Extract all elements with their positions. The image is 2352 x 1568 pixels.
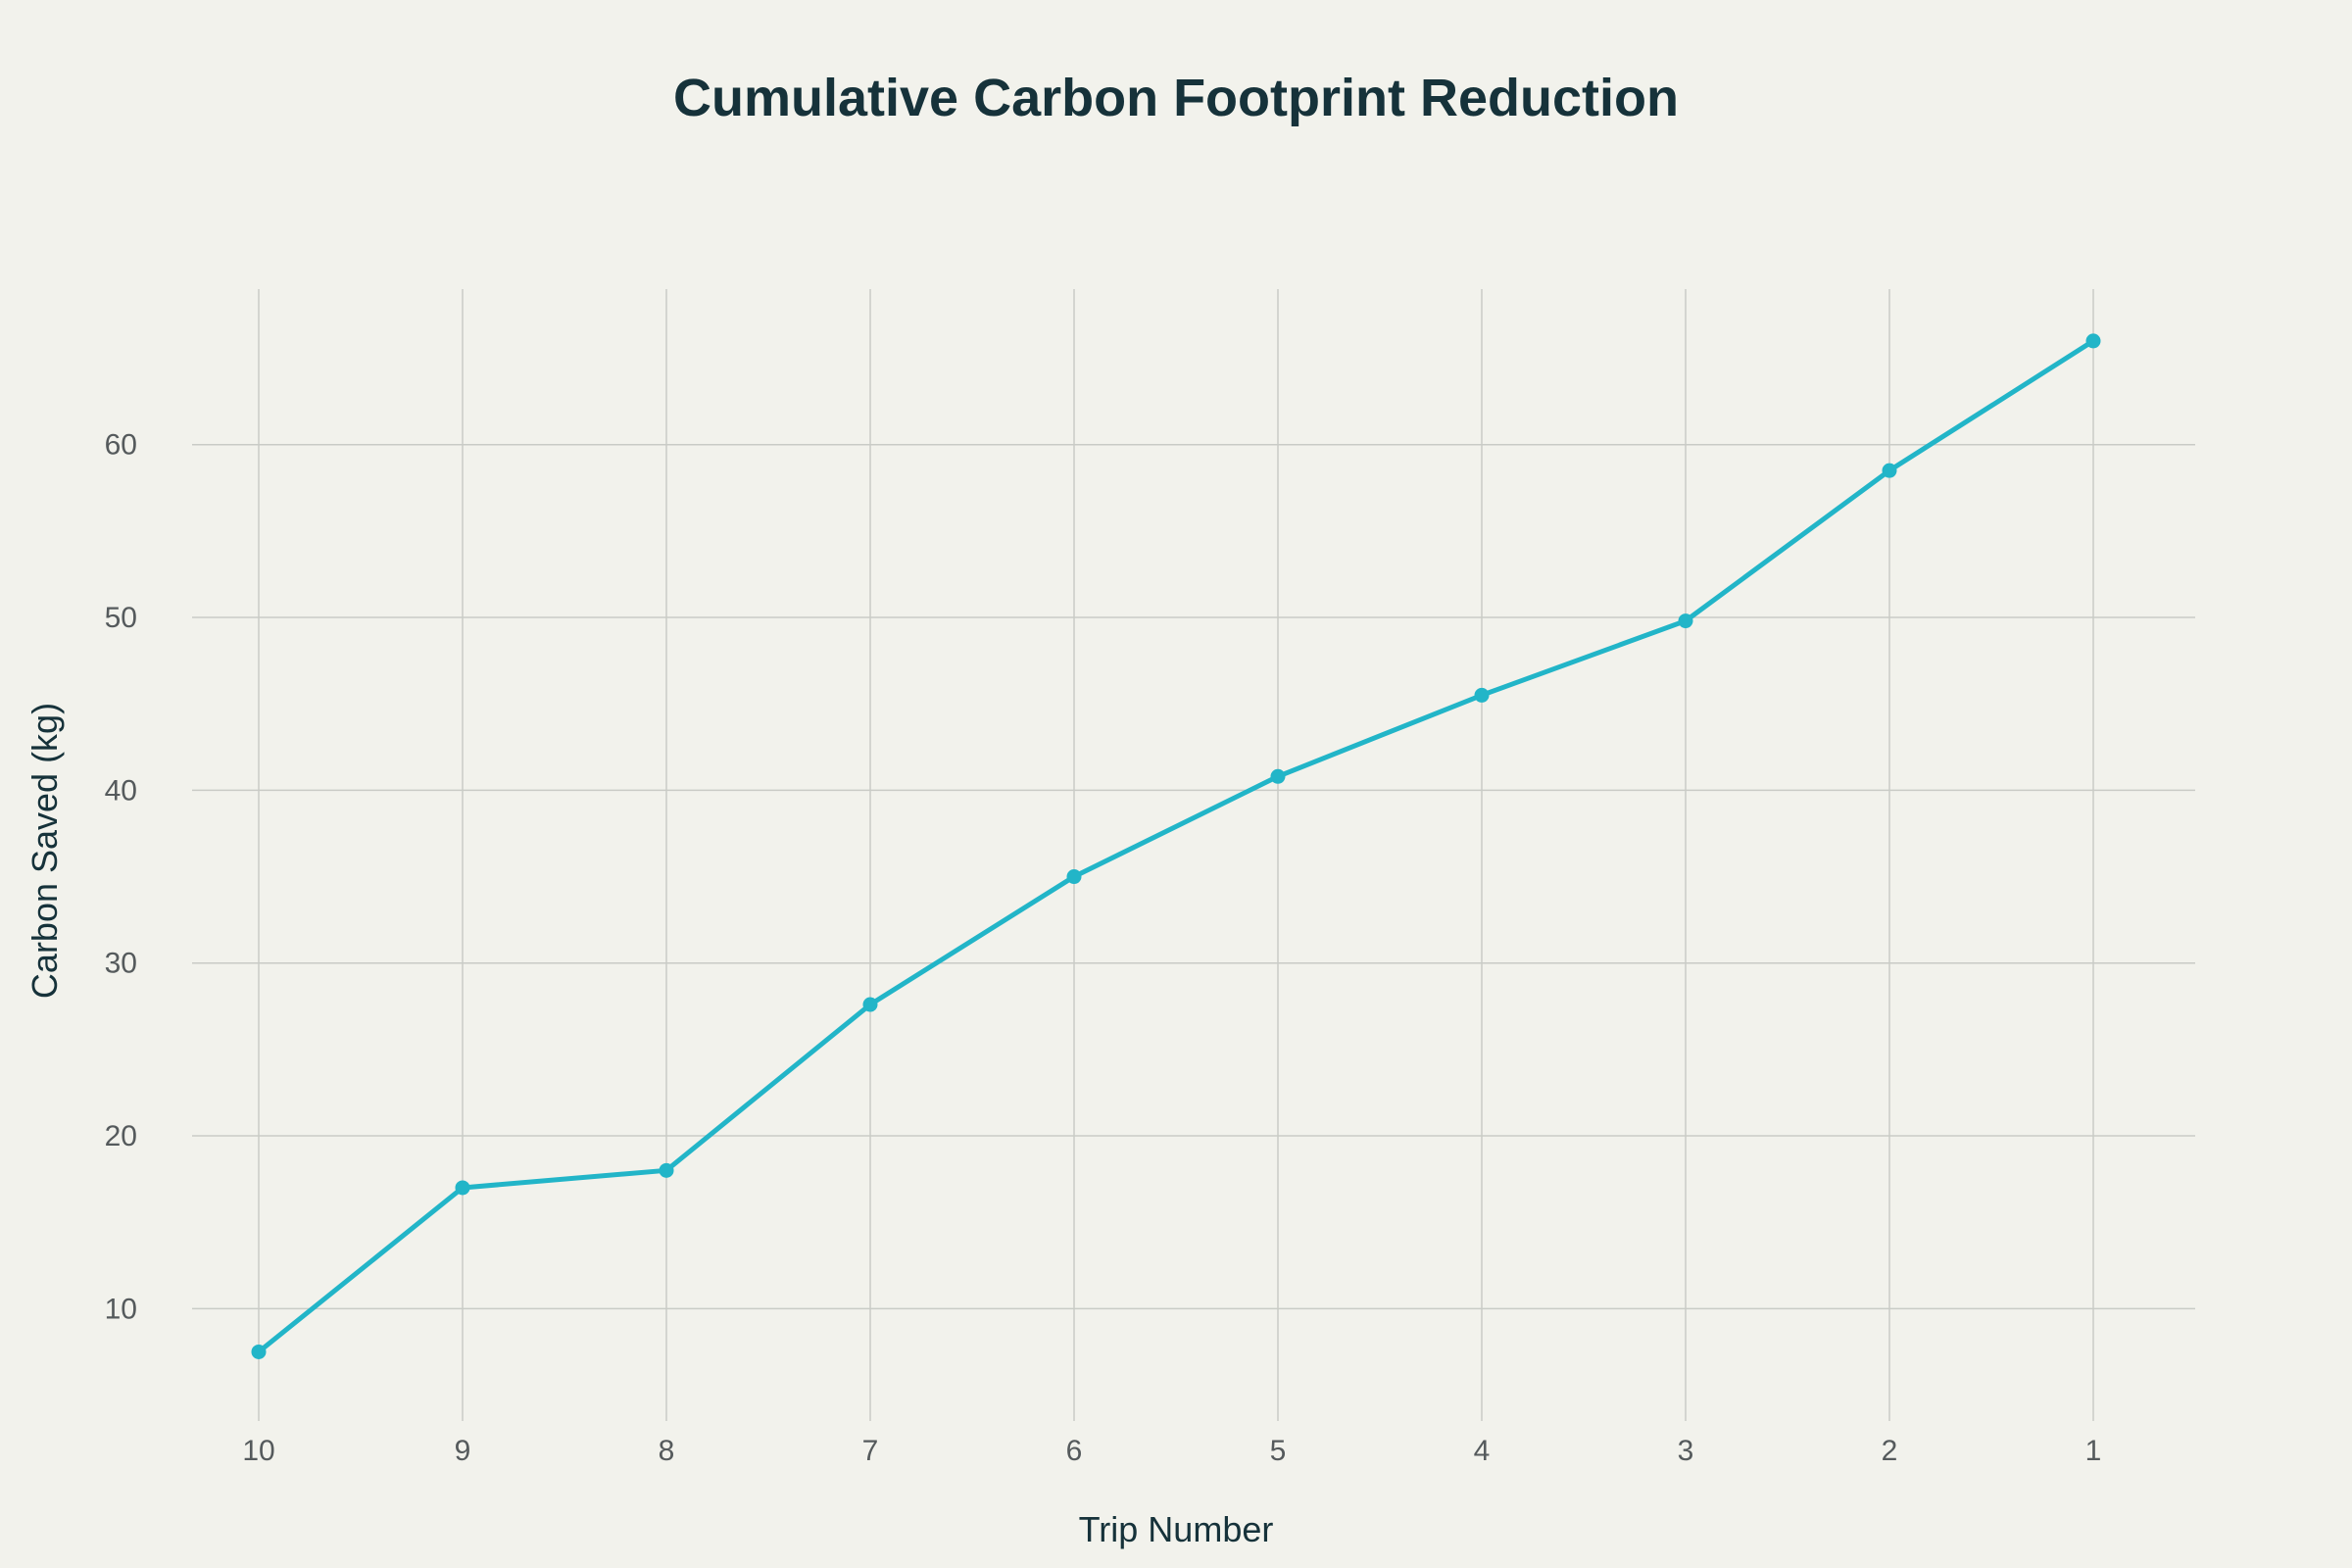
x-tick-label: 2 bbox=[1882, 1435, 1898, 1467]
series-line bbox=[256, 338, 2096, 1354]
chart-title: Cumulative Carbon Footprint Reduction bbox=[673, 69, 1679, 127]
x-tick-label: 10 bbox=[242, 1435, 274, 1467]
data-point[interactable] bbox=[1882, 463, 1897, 478]
grid bbox=[192, 289, 2195, 1421]
y-tick-label: 30 bbox=[105, 948, 137, 980]
x-tick-label: 3 bbox=[1678, 1435, 1694, 1467]
x-tick-label: 9 bbox=[455, 1435, 471, 1467]
x-tick-label: 6 bbox=[1066, 1435, 1083, 1467]
y-tick-label: 50 bbox=[105, 602, 137, 634]
series bbox=[251, 333, 2101, 1359]
x-tick-label: 8 bbox=[659, 1435, 675, 1467]
data-point[interactable] bbox=[1270, 768, 1286, 784]
y-tick-label: 40 bbox=[105, 774, 137, 807]
x-tick-label: 4 bbox=[1474, 1435, 1491, 1467]
data-point[interactable] bbox=[2085, 333, 2101, 349]
x-tick-label: 1 bbox=[2085, 1435, 2102, 1467]
y-tick-label: 60 bbox=[105, 429, 137, 462]
data-point[interactable] bbox=[455, 1180, 470, 1196]
data-point[interactable] bbox=[1678, 613, 1693, 629]
y-axis-ticks: 10 20 30 40 50 60 bbox=[105, 429, 137, 1326]
x-tick-label: 5 bbox=[1270, 1435, 1287, 1467]
data-point[interactable] bbox=[1474, 687, 1490, 703]
y-tick-label: 20 bbox=[105, 1120, 137, 1152]
data-point[interactable] bbox=[251, 1344, 267, 1359]
y-axis-label: Carbon Saved (kg) bbox=[24, 703, 65, 999]
y-tick-label: 10 bbox=[105, 1293, 137, 1325]
data-point[interactable] bbox=[862, 997, 878, 1012]
x-axis-label: Trip Number bbox=[1079, 1509, 1274, 1549]
data-point[interactable] bbox=[659, 1162, 674, 1178]
x-tick-label: 7 bbox=[862, 1435, 879, 1467]
data-point[interactable] bbox=[1066, 869, 1082, 885]
x-axis-ticks: 10 9 8 7 6 5 4 3 2 1 bbox=[242, 1435, 2101, 1467]
